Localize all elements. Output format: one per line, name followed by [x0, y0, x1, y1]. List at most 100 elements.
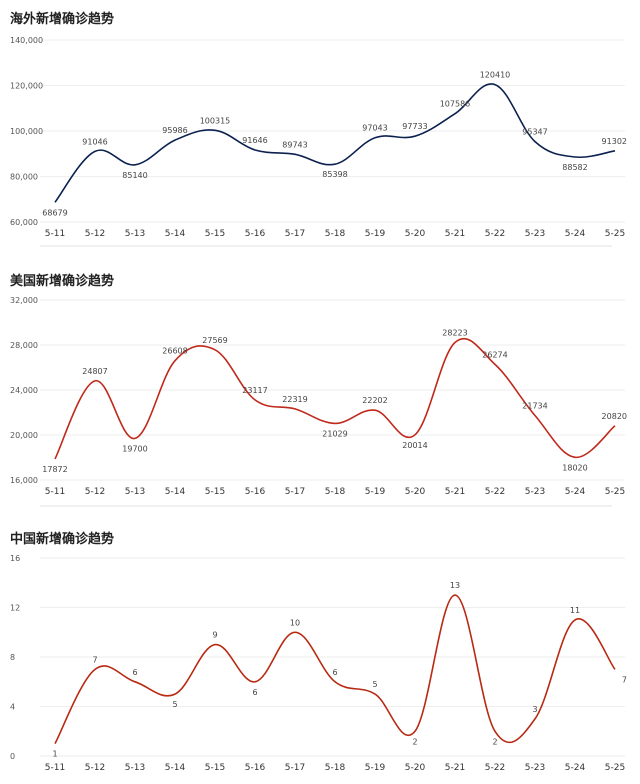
x-tick-label: 5-20 — [405, 487, 426, 497]
data-label: 6 — [252, 688, 257, 697]
data-label: 28223 — [442, 328, 467, 337]
data-label: 24807 — [82, 367, 107, 376]
y-tick-label: 20,000 — [10, 431, 38, 440]
x-tick-label: 5-23 — [525, 229, 545, 239]
y-tick-label: 16 — [10, 554, 20, 563]
data-label: 120410 — [480, 71, 511, 80]
data-label: 20820 — [602, 412, 627, 421]
x-tick-label: 5-25 — [605, 229, 625, 239]
y-tick-label: 100,000 — [10, 127, 43, 136]
series-line — [54, 83, 616, 203]
x-tick-label: 5-14 — [165, 763, 186, 773]
x-tick-label: 5-22 — [485, 763, 505, 773]
data-label: 21029 — [322, 429, 347, 438]
data-label: 21734 — [522, 401, 547, 410]
x-tick-label: 5-12 — [85, 763, 105, 773]
usa-line-chart: 16,000 20,000 24,000 28,000 32,000 5-11 5-12 5-… — [10, 296, 627, 507]
x-tick-label: 5-15 — [205, 763, 225, 773]
data-label: 91302 — [602, 137, 627, 146]
x-tick-label: 5-15 — [205, 229, 225, 239]
y-tick-label: 32,000 — [10, 296, 38, 305]
x-tick-label: 5-18 — [325, 229, 346, 239]
x-tick-label: 5-11 — [45, 487, 65, 497]
data-label: 2 — [492, 737, 497, 746]
x-tick-label: 5-25 — [605, 763, 625, 773]
x-tick-label: 5-18 — [325, 487, 346, 497]
x-tick-label: 5-11 — [45, 763, 65, 773]
x-tick-label: 5-21 — [445, 229, 465, 239]
data-label: 97043 — [362, 124, 387, 133]
x-tick-label: 5-22 — [485, 487, 505, 497]
x-tick-label: 5-17 — [285, 763, 305, 773]
x-tick-label: 5-15 — [205, 487, 225, 497]
series-line — [54, 594, 616, 745]
data-label: 2 — [412, 737, 417, 746]
chart-title-china: 中国新增确诊趋势 — [10, 532, 115, 547]
y-tick-label: 80,000 — [10, 173, 38, 182]
data-label: 10 — [290, 618, 300, 627]
data-label: 107586 — [440, 100, 471, 109]
x-tick-label: 5-16 — [245, 229, 266, 239]
x-tick-label: 5-14 — [165, 487, 186, 497]
x-tick-label: 5-23 — [525, 487, 545, 497]
y-tick-label: 120,000 — [10, 82, 43, 91]
x-tick-label: 5-19 — [365, 487, 386, 497]
x-tick-label: 5-12 — [85, 229, 105, 239]
x-tick-label: 5-24 — [565, 487, 586, 497]
x-tick-label: 5-17 — [285, 229, 305, 239]
x-tick-label: 5-25 — [605, 487, 625, 497]
data-label: 23117 — [242, 386, 267, 395]
data-label: 95347 — [522, 128, 547, 137]
x-tick-label: 5-11 — [45, 229, 65, 239]
x-tick-label: 5-13 — [125, 487, 145, 497]
data-label: 20014 — [402, 441, 427, 450]
y-tick-label: 140,000 — [10, 36, 43, 45]
data-label: 5 — [372, 680, 377, 689]
data-label: 85398 — [322, 170, 347, 179]
data-label: 13 — [450, 581, 460, 590]
x-tick-label: 5-24 — [565, 763, 586, 773]
data-label: 26608 — [162, 347, 187, 356]
y-tick-label: 60,000 — [10, 218, 38, 227]
data-label: 88582 — [562, 163, 587, 172]
data-label: 19700 — [122, 444, 147, 453]
data-label: 9 — [212, 631, 217, 640]
data-label: 85140 — [122, 171, 147, 180]
x-tick-label: 5-12 — [85, 487, 105, 497]
x-tick-label: 5-18 — [325, 763, 346, 773]
x-tick-label: 5-20 — [405, 763, 426, 773]
data-label: 7 — [92, 655, 97, 664]
data-label: 1 — [52, 750, 57, 759]
y-tick-label: 24,000 — [10, 386, 38, 395]
x-tick-label: 5-20 — [405, 229, 426, 239]
data-label: 27569 — [202, 336, 227, 345]
chart-title-overseas: 海外新增确诊趋势 — [10, 12, 115, 27]
series-line — [54, 337, 616, 460]
data-label: 11 — [570, 606, 580, 615]
overseas-line-chart: 60,000 80,000 100,000 120,000 140,000 5-11 5-1… — [10, 36, 627, 247]
x-tick-label: 5-16 — [245, 763, 266, 773]
data-label: 68679 — [42, 208, 67, 217]
x-tick-label: 5-23 — [525, 763, 545, 773]
y-tick-label: 8 — [10, 653, 15, 662]
x-tick-label: 5-14 — [165, 229, 186, 239]
y-tick-label: 28,000 — [10, 341, 38, 350]
data-label: 89743 — [282, 140, 307, 149]
data-label: 91046 — [82, 137, 107, 146]
data-label: 97733 — [402, 122, 427, 131]
data-label: 6 — [332, 668, 337, 677]
data-label: 91646 — [242, 136, 267, 145]
data-label: 22202 — [362, 396, 387, 405]
chart-title-usa: 美国新增确诊趋势 — [10, 274, 115, 289]
data-label: 7 — [622, 675, 627, 684]
data-label: 22319 — [282, 395, 307, 404]
y-tick-label: 12 — [10, 604, 20, 613]
data-label: 5 — [172, 700, 177, 709]
x-tick-label: 5-19 — [365, 763, 386, 773]
x-tick-label: 5-21 — [445, 763, 465, 773]
data-label: 6 — [132, 668, 137, 677]
data-label: 18020 — [562, 463, 587, 472]
y-tick-label: 4 — [10, 703, 15, 712]
x-tick-label: 5-17 — [285, 487, 305, 497]
